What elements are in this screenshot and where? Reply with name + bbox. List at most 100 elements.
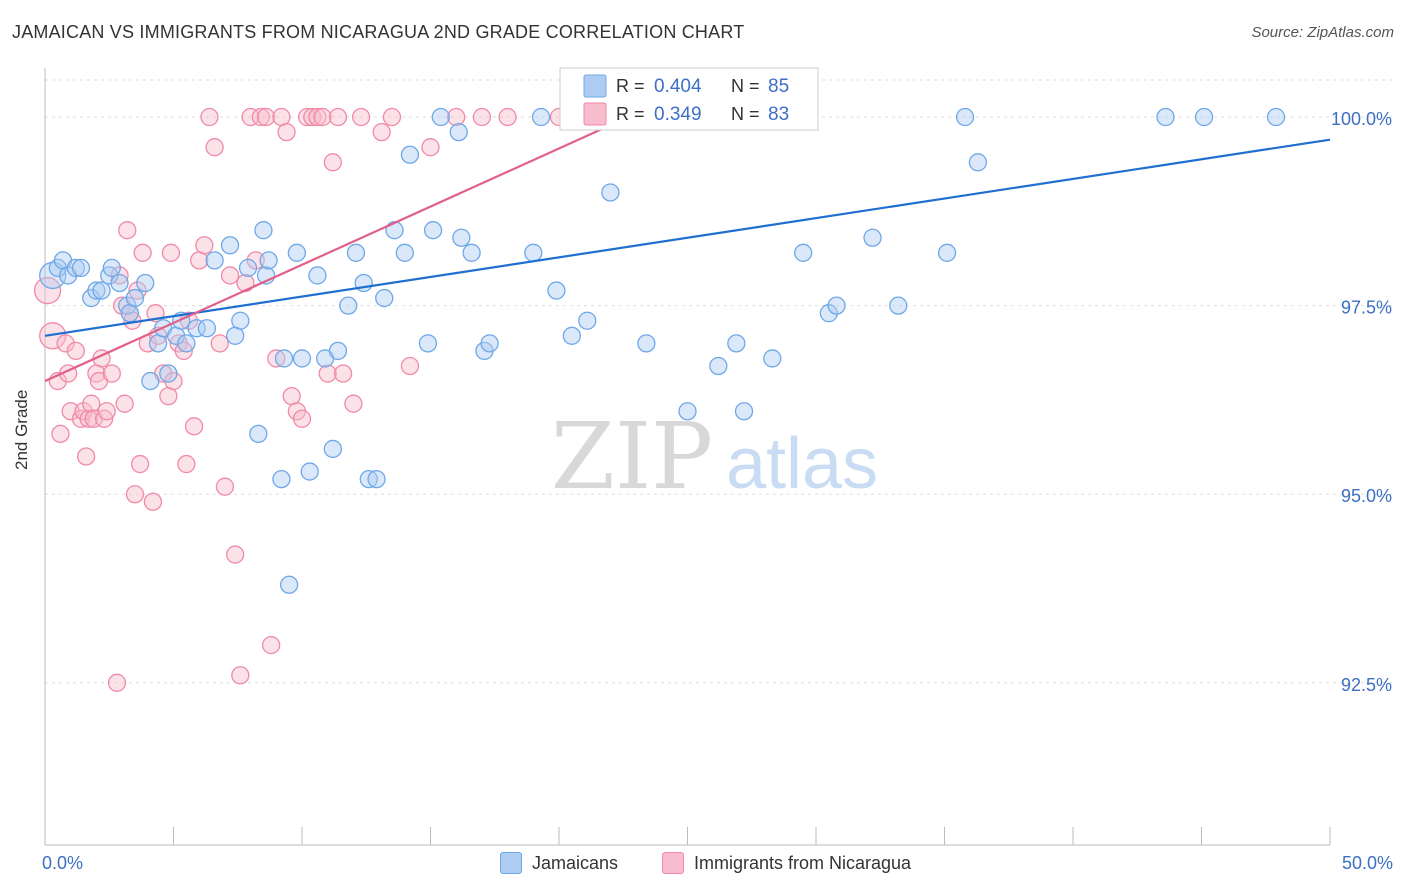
nicaragua-point-57 xyxy=(256,107,276,127)
jamaicans-point-29 xyxy=(238,258,258,278)
jamaicans-point-65 xyxy=(578,311,597,330)
nicaragua-point-29 xyxy=(130,454,150,474)
nicaragua-point-23 xyxy=(115,394,134,413)
jamaicans-point-15 xyxy=(136,273,155,293)
nicaragua-point-58 xyxy=(262,635,281,655)
jamaicans-point-60 xyxy=(480,334,499,353)
y-tick-label-2: 97.5% xyxy=(1341,298,1392,318)
legend-item-jamaicans[interactable]: Jamaicans xyxy=(500,852,618,874)
nicaragua-point-79 xyxy=(447,107,466,127)
jamaicans-point-48 xyxy=(367,469,386,489)
y-tick-label-0: 92.5% xyxy=(1341,675,1392,695)
nicaragua-point-66 xyxy=(303,107,322,127)
jamaicans-point-62 xyxy=(531,107,551,127)
nicaragua-point-48 xyxy=(210,334,229,353)
jamaicans-point-77 xyxy=(863,228,882,247)
jamaicans-point-44 xyxy=(339,296,358,315)
watermark-zip: ZIP xyxy=(551,403,713,510)
nicaragua-point-45 xyxy=(195,236,214,255)
nicaragua-point-44 xyxy=(190,251,209,270)
jamaicans-point-14 xyxy=(125,288,145,308)
nicaragua-point-51 xyxy=(226,545,245,564)
nicaragua-point-54 xyxy=(241,107,260,127)
jamaicans-point-43 xyxy=(328,341,348,361)
jamaicans-point-11 xyxy=(110,273,129,293)
nicaragua-point-46 xyxy=(200,107,219,127)
jamaicans-point-26 xyxy=(220,236,240,255)
jamaicans-point-17 xyxy=(148,334,168,353)
jamaicans-point-78 xyxy=(889,296,908,315)
nicaragua-point-56 xyxy=(251,107,271,127)
jamaicans-point-73 xyxy=(763,349,782,368)
y-tick-label-3: 100.0% xyxy=(1331,109,1392,129)
jamaicans-point-10 xyxy=(102,258,121,278)
nicaragua-point-6 xyxy=(61,402,80,421)
jamaicans-point-61 xyxy=(524,243,543,262)
trend-line-nicaragua xyxy=(44,100,663,383)
jamaicans-point-40 xyxy=(308,266,327,285)
legend-r-label-1: R = xyxy=(616,76,645,96)
legend-item-nicaragua[interactable]: Immigrants from Nicaragua xyxy=(662,852,911,874)
jamaicans-point-64 xyxy=(562,326,581,345)
nicaragua-point-19 xyxy=(102,364,121,383)
nicaragua-point-68 xyxy=(313,107,332,127)
jamaicans-point-49 xyxy=(375,288,394,308)
legend-r-value-1: 0.404 xyxy=(654,76,702,97)
jamaicans-point-51 xyxy=(395,243,414,262)
nicaragua-point-47 xyxy=(205,138,224,157)
jamaicans-point-36 xyxy=(279,575,299,594)
jamaicans-point-74 xyxy=(794,243,813,262)
nicaragua-point-21 xyxy=(110,266,129,285)
jamaicans-point-30 xyxy=(249,424,268,444)
y-tick-label-1: 95.0% xyxy=(1341,486,1392,506)
jamaicans-point-45 xyxy=(346,243,366,262)
jamaicans-point-75 xyxy=(819,304,838,323)
nicaragua-point-27 xyxy=(125,485,145,504)
nicaragua-point-69 xyxy=(318,364,337,383)
nicaragua-point-80 xyxy=(472,107,492,127)
nicaragua-point-53 xyxy=(236,273,255,293)
jamaicans-point-72 xyxy=(734,402,754,421)
nicaragua-point-75 xyxy=(372,122,391,142)
nicaragua-point-78 xyxy=(421,138,440,157)
jamaicans-point-34 xyxy=(272,469,291,489)
jamaicans-point-81 xyxy=(968,153,988,172)
jamaicans-point-38 xyxy=(292,349,312,368)
jamaicans-point-37 xyxy=(287,243,307,262)
nicaragua-point-72 xyxy=(333,364,353,383)
trend-lines xyxy=(44,100,1331,383)
jamaicans-point-7 xyxy=(87,281,106,300)
legend-box: R = 0.404 N = 85 R = 0.349 N = 83 xyxy=(559,67,819,131)
nicaragua-point-41 xyxy=(177,454,196,474)
jamaicans-point-71 xyxy=(727,334,746,353)
legend-n-value-1: 85 xyxy=(768,76,789,97)
jamaicans-point-22 xyxy=(177,334,196,353)
chart-title: JAMAICAN VS IMMIGRANTS FROM NICARAGUA 2N… xyxy=(12,22,745,42)
nicaragua-point-11 xyxy=(79,409,98,428)
jamaicans-point-69 xyxy=(678,402,697,421)
jamaicans-point-47 xyxy=(359,469,378,489)
jamaicans-point-76 xyxy=(827,296,846,315)
jamaicans-point-5 xyxy=(71,258,91,278)
jamaicans-point-24 xyxy=(197,319,217,338)
jamaicans-point-56 xyxy=(449,122,468,142)
nicaragua-point-7 xyxy=(66,341,85,361)
legend-swatch-nicaragua xyxy=(583,102,607,126)
jamaicans-point-79 xyxy=(937,243,957,262)
jamaicans-point-42 xyxy=(323,439,342,459)
jamaicans-point-4 xyxy=(66,258,85,278)
jamaicans-point-55 xyxy=(431,107,450,127)
legend-r-value-2: 0.349 xyxy=(654,104,702,125)
jamaicans-point-83 xyxy=(1194,107,1214,127)
nicaragua-point-64 xyxy=(292,409,312,428)
nicaragua-point-24 xyxy=(118,221,137,240)
nicaragua-point-61 xyxy=(277,122,296,142)
jamaicans-point-13 xyxy=(120,304,139,323)
grid-lines xyxy=(45,79,1395,684)
legend-n-label-1: N = xyxy=(731,76,760,96)
jamaicans-point-27 xyxy=(226,326,245,345)
jamaicans-point-82 xyxy=(1156,107,1175,127)
nicaragua-point-65 xyxy=(297,107,317,127)
trend-line-jamaicans xyxy=(44,138,1331,337)
